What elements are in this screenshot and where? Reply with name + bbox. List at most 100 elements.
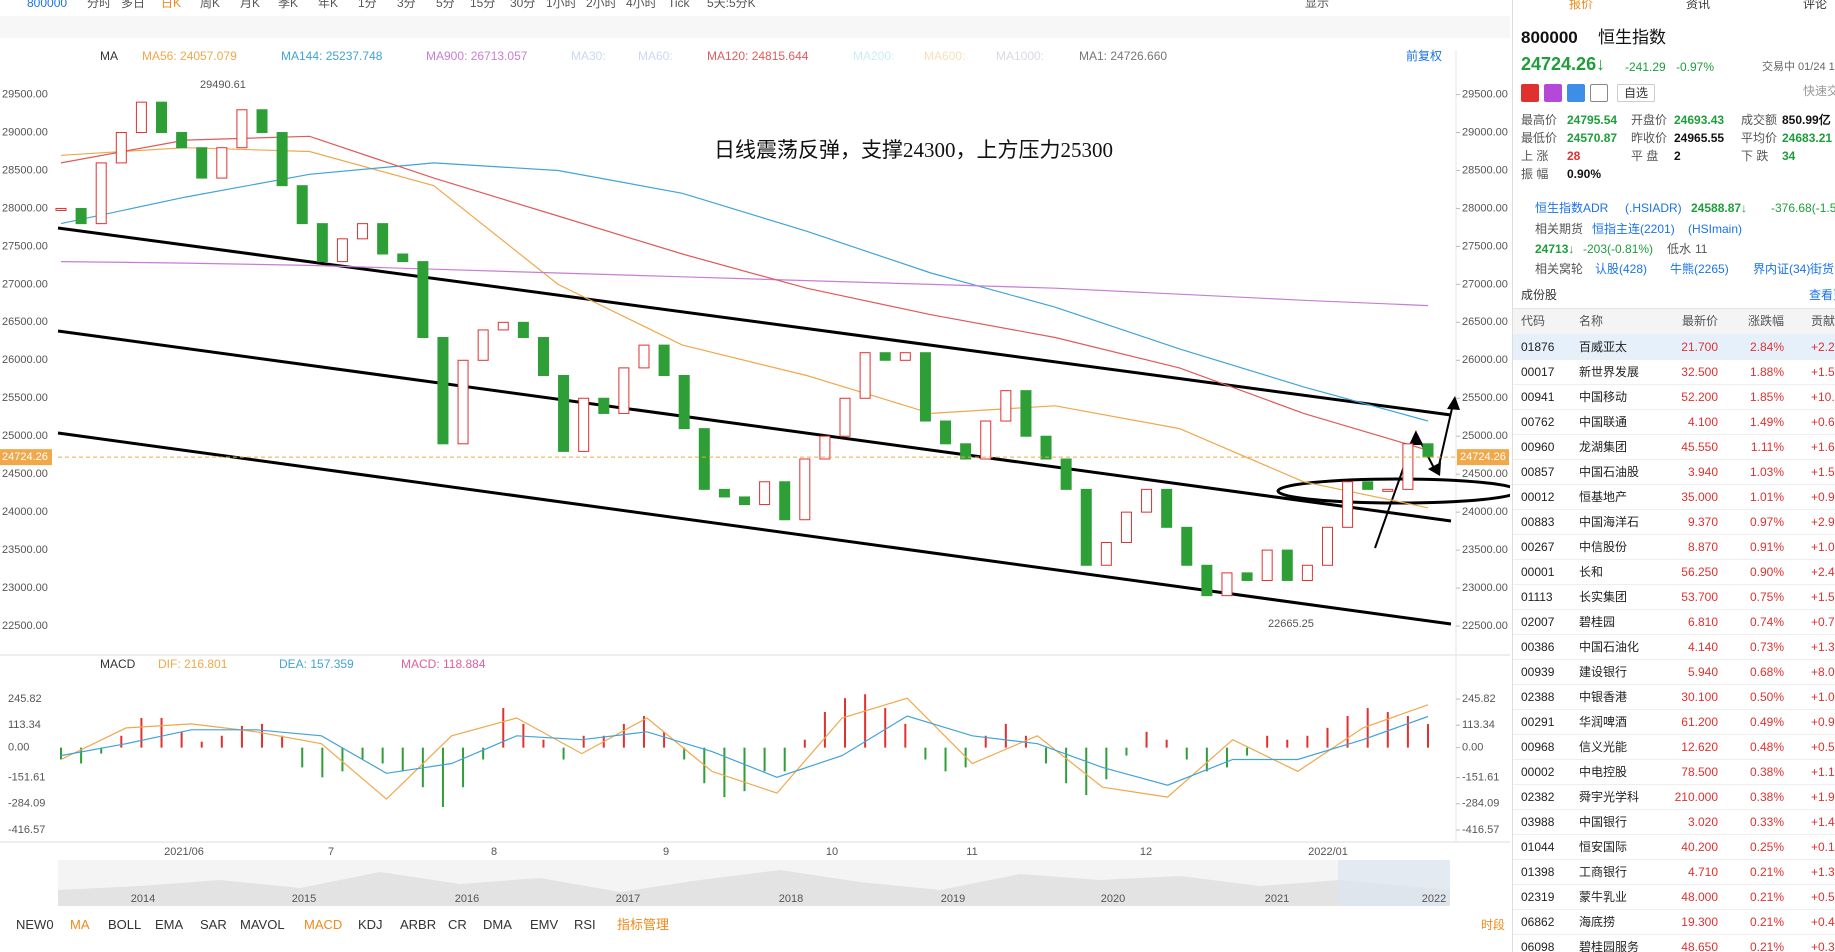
macd-title[interactable]: MACD [100, 657, 136, 671]
column-header[interactable]: 涨跌幅 [1747, 314, 1784, 328]
table-row[interactable] [1513, 484, 1835, 510]
column-header[interactable]: 最新价 [1681, 314, 1718, 328]
more-link[interactable]: 查看更 [1809, 288, 1835, 302]
table-row[interactable] [1513, 534, 1835, 560]
candle [1040, 435, 1052, 460]
warrant-link[interactable]: 街货分 [1810, 262, 1835, 276]
period-tab[interactable]: 周K [200, 0, 221, 10]
indicator-tab[interactable]: MA [70, 917, 90, 932]
indicator-tab[interactable]: NEW0 [16, 917, 54, 932]
ma-legend[interactable]: MA1: 24726.660 [1079, 49, 1168, 63]
ma-legend[interactable]: MA56: 24057.079 [142, 49, 237, 63]
period-tab[interactable]: 年K [318, 0, 339, 10]
panel-tab[interactable]: 资讯 [1686, 0, 1711, 11]
table-row[interactable] [1513, 434, 1835, 460]
adr-label[interactable]: 恒生指数ADR [1535, 201, 1609, 215]
navigator-window[interactable] [1338, 860, 1450, 906]
table-row[interactable] [1513, 934, 1835, 952]
table-row[interactable] [1513, 384, 1835, 410]
period-tab[interactable]: 15分 [470, 0, 496, 10]
column-header[interactable]: 名称 [1579, 314, 1604, 328]
period-tab[interactable]: 5分 [436, 0, 455, 10]
adjust[interactable]: 前复权 [1406, 49, 1443, 63]
display-menu[interactable]: 显示 [1305, 0, 1330, 10]
icon-button[interactable] [1567, 84, 1585, 102]
icon-button[interactable] [1521, 84, 1539, 102]
period-tab[interactable]: 1分 [358, 0, 377, 10]
ma-legend[interactable]: MA30: [571, 49, 606, 63]
warrant-link[interactable]: 界内证(34) [1753, 262, 1811, 276]
table-row[interactable] [1513, 584, 1835, 610]
period-tab[interactable]: 3分 [397, 0, 416, 10]
indicator-tab[interactable]: RSI [574, 917, 596, 932]
table-row[interactable] [1513, 784, 1835, 810]
period-button[interactable]: 时段 [1481, 918, 1506, 932]
panel-tab[interactable]: 报价 [1569, 0, 1594, 11]
table-row[interactable] [1513, 859, 1835, 885]
ma-title[interactable]: MA [100, 49, 118, 63]
macd-legend[interactable]: DIF: 216.801 [158, 657, 228, 671]
period-tab[interactable]: 月K [240, 0, 261, 10]
indicator-tab[interactable]: KDJ [358, 917, 383, 932]
indicator-tab[interactable]: SAR [200, 917, 227, 932]
period-tab[interactable]: 分时 [87, 0, 112, 10]
indicator-tab[interactable]: BOLL [108, 917, 142, 932]
table-row[interactable] [1513, 909, 1835, 935]
indicator-tab[interactable]: DMA [483, 917, 512, 932]
table-row[interactable] [1513, 834, 1835, 860]
period-tab[interactable]: 季K [278, 0, 299, 10]
table-row[interactable] [1513, 459, 1835, 485]
ma-legend[interactable]: MA144: 25237.748 [281, 49, 383, 63]
symbol[interactable]: 800000 [27, 0, 68, 10]
indicator-tab[interactable]: ARBR [400, 917, 437, 932]
ma-legend[interactable]: MA60: [638, 49, 673, 63]
chart-area: 22500.00 22500.00 23000.00 23000.00 23500.00… [0, 50, 1510, 906]
table-row[interactable] [1513, 559, 1835, 585]
indicator-tab[interactable]: EMV [530, 917, 559, 932]
ma-legend[interactable]: MA120: 24815.644 [707, 49, 809, 63]
trade-button[interactable]: 快速交 [1803, 84, 1835, 98]
period-tab[interactable]: Tick [668, 0, 690, 10]
table-row[interactable] [1513, 709, 1835, 735]
period-tab[interactable]: 日K [161, 0, 182, 10]
indicator-tab[interactable]: EMA [155, 917, 184, 932]
period-tab[interactable]: 2小时 [586, 0, 617, 10]
ma-legend[interactable]: MA600: [924, 49, 966, 63]
icon-button[interactable] [1590, 84, 1608, 102]
table-row[interactable] [1513, 759, 1835, 785]
indicator-tab[interactable]: MAVOL [240, 917, 285, 932]
table-row[interactable] [1513, 884, 1835, 910]
table-row[interactable] [1513, 809, 1835, 835]
table-row[interactable] [1513, 409, 1835, 435]
warrant-link[interactable]: 认股(428) [1595, 262, 1648, 276]
macd-legend[interactable]: DEA: 157.359 [279, 657, 354, 671]
ma-legend[interactable]: MA1000: [996, 49, 1045, 63]
indicator-tab[interactable]: MACD [304, 917, 343, 932]
period-tab[interactable]: 30分 [510, 0, 536, 10]
table-row[interactable] [1513, 359, 1835, 385]
table-row[interactable] [1513, 659, 1835, 685]
table-row[interactable] [1513, 634, 1835, 660]
table-row[interactable] [1513, 509, 1835, 535]
period-tab[interactable]: 4小时 [626, 0, 657, 10]
watch-button[interactable]: 自选 [1617, 84, 1656, 102]
indicator-tab[interactable]: CR [448, 917, 467, 932]
period-tab[interactable]: 多日 [121, 0, 146, 10]
period-tab[interactable]: 1小时 [546, 0, 577, 10]
ma-legend[interactable]: MA900: 26713.057 [426, 49, 528, 63]
indicator-tab[interactable]: 指标管理 [617, 917, 670, 932]
ma-legend[interactable]: MA200: [853, 49, 895, 63]
panel-tab[interactable]: 评论 [1803, 0, 1828, 11]
table-row[interactable] [1513, 609, 1835, 635]
column-header[interactable]: 贡献 [1811, 314, 1835, 328]
macd-legend[interactable]: MACD: 118.884 [401, 657, 486, 671]
macd-bar [844, 698, 847, 748]
period-tab[interactable]: 5天:5分K [707, 0, 756, 10]
warrant-link[interactable]: 牛熊(2265) [1670, 262, 1729, 276]
table-row[interactable] [1513, 334, 1835, 360]
table-row[interactable] [1513, 684, 1835, 710]
futures-name[interactable]: 恒指主连(2201) [1592, 222, 1675, 236]
table-row[interactable] [1513, 734, 1835, 760]
column-header[interactable]: 代码 [1521, 314, 1546, 328]
icon-button[interactable] [1544, 84, 1562, 102]
